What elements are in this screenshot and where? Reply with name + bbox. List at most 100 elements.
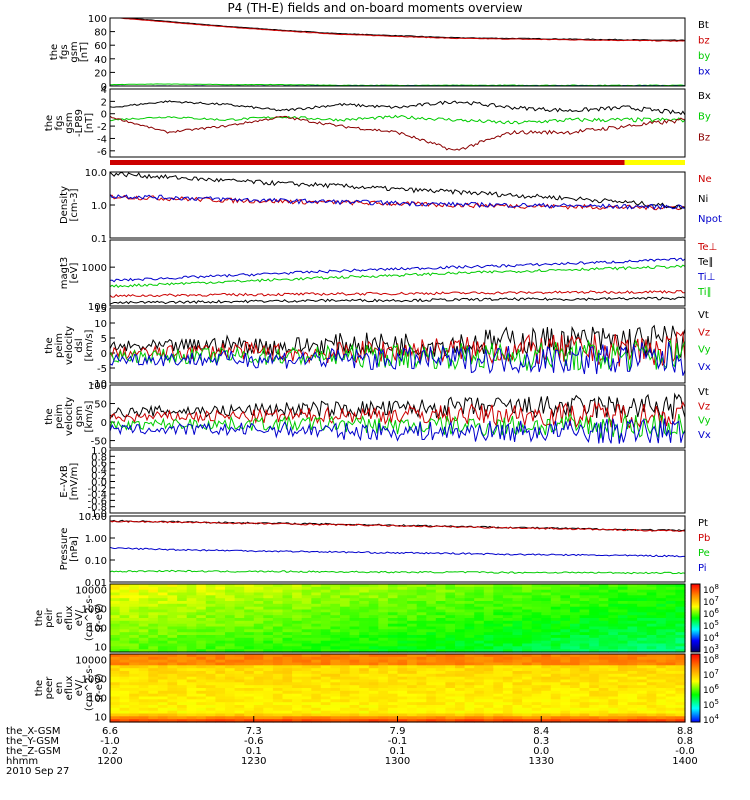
heatmap-cell <box>253 710 264 715</box>
heatmap-cell <box>455 693 466 698</box>
heatmap-cell <box>157 696 169 700</box>
heatmap-cell <box>359 713 370 717</box>
heatmap-cell <box>665 601 676 605</box>
heatmap-cell <box>617 707 629 712</box>
heatmap-cell <box>617 659 629 664</box>
legend-label: Vx <box>698 362 711 373</box>
heatmap-cell <box>445 595 456 599</box>
heatmap-cell <box>627 632 638 636</box>
heatmap-cell <box>340 690 351 695</box>
heatmap-cell <box>196 654 207 658</box>
heatmap-cell <box>560 707 571 712</box>
heatmap-cell <box>215 626 226 630</box>
heatmap-cell <box>320 637 331 642</box>
heatmap-cell <box>119 654 130 658</box>
heatmap-cell <box>483 685 494 689</box>
heatmap-cell <box>426 665 437 669</box>
heatmap-cell <box>445 716 456 720</box>
heatmap-cell <box>110 682 121 686</box>
heatmap-cell <box>215 668 226 672</box>
heatmap-cell <box>292 679 303 683</box>
heatmap-cell <box>579 615 590 619</box>
heatmap-cell <box>340 707 351 712</box>
panel-frame <box>109 449 686 514</box>
heatmap-cell <box>665 592 676 596</box>
heatmap-cell <box>349 659 360 664</box>
heatmap-cell <box>110 662 121 666</box>
heatmap-cell <box>263 699 274 703</box>
heatmap-cell <box>445 643 456 647</box>
heatmap-cell <box>282 662 293 666</box>
heatmap-cell <box>359 719 370 723</box>
heatmap-cell <box>570 654 581 658</box>
heatmap-cell <box>320 693 331 698</box>
heatmap-cell <box>186 606 197 611</box>
heatmap-cell <box>253 635 264 639</box>
heatmap-cell <box>157 649 169 653</box>
heatmap-cell <box>675 696 686 700</box>
heatmap-cell <box>493 609 504 613</box>
heatmap-cell <box>589 679 600 683</box>
heatmap-cell <box>359 603 370 608</box>
heatmap-cell <box>464 690 475 695</box>
heatmap-cell <box>272 598 284 602</box>
heatmap-cell <box>598 676 609 681</box>
heatmap-cell <box>541 662 552 666</box>
heatmap-cell <box>502 676 514 681</box>
heatmap-cell <box>435 620 446 625</box>
heatmap-cell <box>177 635 188 639</box>
heatmap-cell <box>263 673 274 678</box>
heatmap-cell <box>397 601 408 605</box>
heatmap-cell <box>579 662 590 666</box>
heatmap-cell <box>637 662 648 666</box>
heatmap-cell <box>177 707 188 712</box>
heatmap-cell <box>196 629 207 633</box>
heatmap-cell <box>263 606 274 611</box>
heatmap-cell <box>272 646 284 650</box>
heatmap-cell <box>550 671 561 675</box>
heatmap-cell <box>665 719 676 723</box>
heatmap-cell <box>234 646 245 650</box>
heatmap-cell <box>570 595 581 599</box>
heatmap-cell <box>292 603 303 608</box>
heatmap-cell <box>129 646 140 650</box>
heatmap-cell <box>167 589 178 594</box>
heatmap-cell <box>445 693 456 698</box>
heatmap-cell <box>330 707 341 712</box>
heatmap-cell <box>416 676 427 681</box>
heatmap-cell <box>320 620 331 625</box>
heatmap-cell <box>531 693 542 698</box>
heatmap-cell <box>138 623 149 628</box>
heatmap-cell <box>416 693 427 698</box>
heatmap-cell <box>617 612 629 616</box>
heatmap-cell <box>397 710 408 715</box>
legend-label: Npot <box>698 214 722 225</box>
heatmap-cell <box>560 682 571 686</box>
y-tick-label: 100 <box>88 381 107 392</box>
heatmap-cell <box>359 696 370 700</box>
heatmap-cell <box>541 713 552 717</box>
heatmap-cell <box>493 612 504 616</box>
heatmap-cell <box>330 682 341 686</box>
heatmap-cell <box>186 623 197 628</box>
heatmap-cell <box>531 629 542 633</box>
heatmap-cell <box>464 685 475 689</box>
y-tick-label: -0.6 <box>87 496 107 507</box>
legend-label: Ne <box>698 174 712 185</box>
heatmap-cell <box>196 656 207 661</box>
heatmap-cell <box>656 668 667 672</box>
heatmap-cell <box>215 589 226 594</box>
heatmap-cell <box>359 685 370 689</box>
heatmap-cell <box>225 659 236 664</box>
heatmap-cell <box>435 606 446 611</box>
heatmap-cell <box>617 595 629 599</box>
heatmap-cell <box>522 659 533 664</box>
heatmap-cell <box>598 679 609 683</box>
heatmap-cell <box>541 719 552 723</box>
heatmap-cell <box>617 640 629 645</box>
heatmap-cell <box>378 643 389 647</box>
heatmap-cell <box>349 719 360 723</box>
heatmap-cell <box>186 719 197 723</box>
heatmap-cell <box>474 665 485 669</box>
heatmap-cell <box>244 640 255 645</box>
